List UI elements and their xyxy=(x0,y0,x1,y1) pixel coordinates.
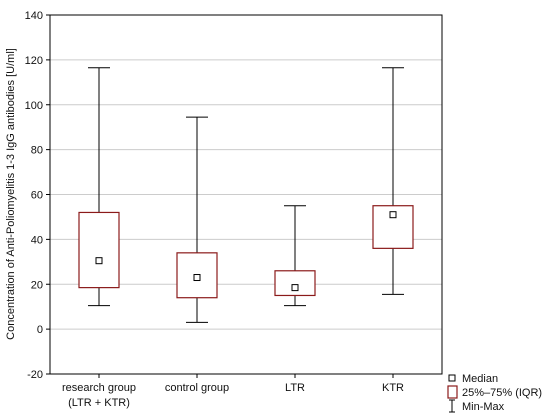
gridlines xyxy=(50,59,442,330)
y-tick-label: 40 xyxy=(31,234,43,246)
y-tick-label: 140 xyxy=(25,10,43,22)
y-tick-label: 100 xyxy=(25,100,43,112)
legend-label: Median xyxy=(462,373,498,385)
median-marker xyxy=(291,284,299,292)
legend-median-symbol xyxy=(448,374,456,382)
legend-iqr-symbol xyxy=(447,385,458,399)
x-tick-label: research group xyxy=(62,382,136,394)
y-axis-label: Concentration of Anti-Poliomyelitis 1-3 … xyxy=(5,48,17,340)
plot-data xyxy=(78,67,414,323)
median-marker xyxy=(389,211,397,219)
median-marker xyxy=(95,257,103,265)
median-marker xyxy=(193,274,201,282)
y-tick-label: -20 xyxy=(27,369,43,381)
y-tick-label: 80 xyxy=(31,145,43,157)
x-tick-label: control group xyxy=(165,382,229,394)
x-tick-label: LTR xyxy=(285,382,305,394)
legend-label: 25%–75% (IQR) xyxy=(462,387,542,399)
y-tick-label: 60 xyxy=(31,190,43,202)
legend-label: Min-Max xyxy=(462,401,505,413)
x-tick-sublabel: (LTR + KTR) xyxy=(68,397,130,409)
iqr-box xyxy=(176,252,218,299)
legend: Median 25%–75% (IQR) Min-Max xyxy=(447,373,542,413)
y-tick-label: 0 xyxy=(37,324,43,336)
iqr-box xyxy=(78,211,120,289)
y-tick-label: 20 xyxy=(31,279,43,291)
iqr-box xyxy=(274,270,316,297)
x-tick-label: KTR xyxy=(382,382,404,394)
y-tick-label: 120 xyxy=(25,55,43,67)
axes: -20 0 20 40 60 80 100 120 140 research group (LTR … xyxy=(25,10,404,409)
